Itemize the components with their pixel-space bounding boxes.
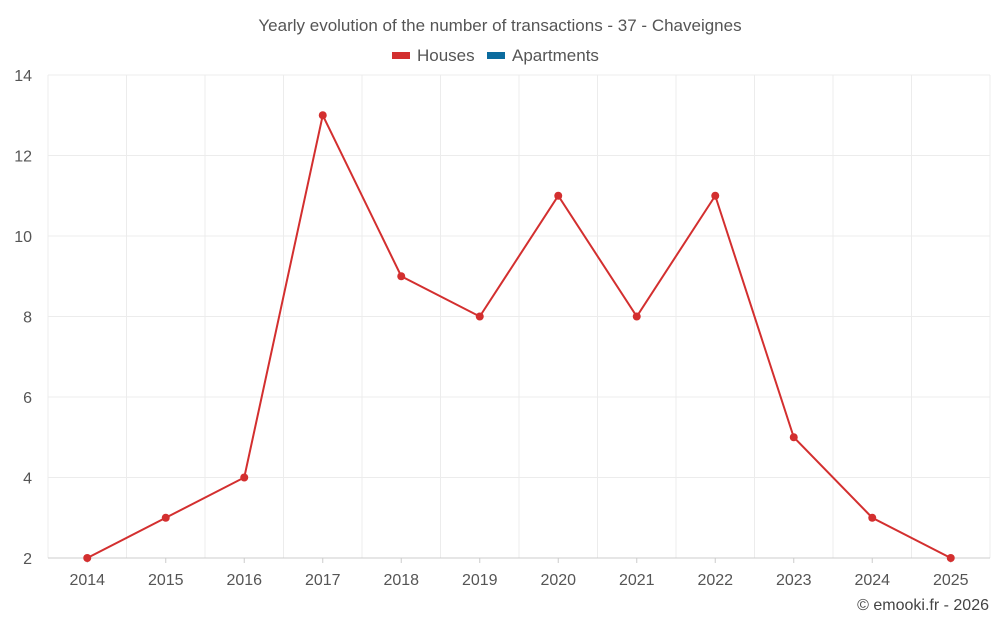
axes: 2 4 6 8 10 12 14 2014 2015 2016 2017 2018 2019 2020 20…	[14, 68, 990, 589]
x-tick-label: 2021	[619, 572, 655, 589]
grid	[47, 74, 991, 558]
y-tick-label: 12	[14, 149, 32, 166]
x-tick-label: 2019	[462, 572, 498, 589]
data-point-houses[interactable]	[397, 272, 406, 281]
x-tick-label: 2020	[540, 572, 576, 589]
x-tick-label: 2018	[383, 572, 419, 589]
data-point-houses[interactable]	[318, 111, 327, 120]
x-tick-label: 2014	[69, 572, 105, 589]
x-tick-label: 2015	[148, 572, 184, 589]
data-point-houses[interactable]	[711, 191, 720, 200]
legend-swatch-houses	[392, 52, 410, 59]
x-tick-label: 2024	[854, 572, 890, 589]
x-tick-label: 2023	[776, 572, 812, 589]
data-point-houses[interactable]	[789, 433, 798, 442]
y-tick-label: 6	[23, 390, 32, 407]
data-point-houses[interactable]	[161, 513, 170, 522]
y-tick-label: 14	[14, 68, 32, 85]
data-point-houses[interactable]	[475, 312, 484, 321]
data-point-houses[interactable]	[240, 473, 249, 482]
y-tick-label: 4	[23, 471, 32, 488]
x-tick-label: 2025	[933, 572, 969, 589]
y-tick-label: 2	[23, 551, 32, 568]
series-line-houses	[86, 112, 952, 559]
y-tick-label: 10	[14, 229, 32, 246]
legend: Houses Apartments	[392, 46, 599, 65]
data-point-houses[interactable]	[83, 554, 92, 562]
legend-swatch-apartments	[487, 52, 505, 59]
legend-label-houses: Houses	[417, 46, 475, 65]
legend-item-apartments[interactable]: Apartments	[487, 46, 599, 65]
x-tick-label: 2022	[697, 572, 733, 589]
legend-item-houses[interactable]: Houses	[392, 46, 475, 65]
y-tick-label: 8	[23, 310, 32, 327]
chart-title: Yearly evolution of the number of transa…	[258, 16, 741, 35]
x-tick-label: 2016	[226, 572, 262, 589]
data-point-houses[interactable]	[554, 191, 563, 200]
data-point-houses[interactable]	[868, 513, 877, 522]
data-point-houses[interactable]	[632, 312, 641, 321]
x-tick-label: 2017	[305, 572, 341, 589]
series	[83, 111, 955, 562]
data-point-houses[interactable]	[946, 554, 955, 562]
credit-text: © emooki.fr - 2026	[857, 597, 989, 614]
legend-label-apartments: Apartments	[512, 46, 599, 65]
